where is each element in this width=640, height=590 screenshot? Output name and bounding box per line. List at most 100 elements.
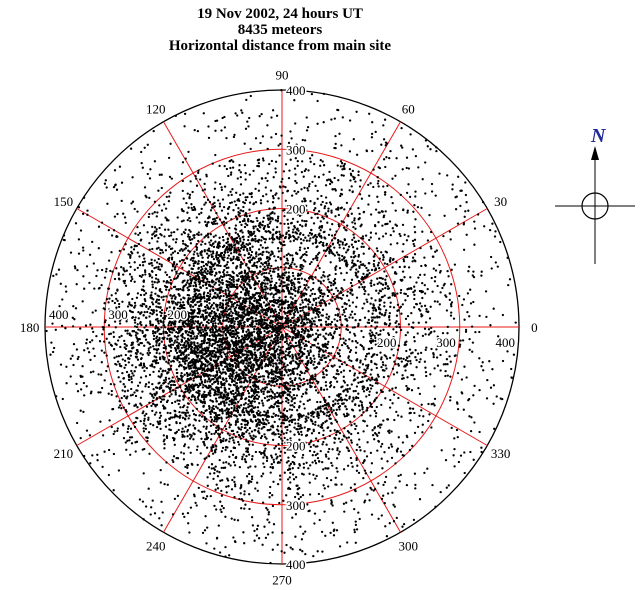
meteor-point [257,381,259,383]
meteor-point [288,267,290,269]
meteor-point [236,348,238,350]
meteor-point [356,342,358,344]
meteor-point [208,338,210,340]
meteor-point [70,375,72,377]
meteor-point [281,371,283,373]
meteor-point [275,350,277,352]
meteor-point [248,453,250,455]
meteor-point [210,367,212,369]
meteor-point [194,290,196,292]
meteor-point [137,311,139,313]
meteor-point [370,373,372,375]
meteor-point [125,364,127,366]
meteor-point [287,223,289,225]
meteor-point [219,321,221,323]
meteor-point [172,360,174,362]
meteor-point [280,362,282,364]
meteor-point [299,310,301,312]
meteor-point [188,388,190,390]
meteor-point [225,334,227,336]
meteor-point [215,367,217,369]
meteor-point [303,383,305,385]
meteor-point [277,319,279,321]
meteor-point [323,376,325,378]
meteor-point [105,370,107,372]
meteor-point [328,289,330,291]
meteor-point [235,398,237,400]
meteor-point [318,316,320,318]
meteor-point [260,364,262,366]
meteor-point [151,301,153,303]
meteor-point [322,441,324,443]
meteor-point [257,410,259,412]
meteor-point [266,399,268,401]
meteor-point [251,357,253,359]
meteor-point [227,257,229,259]
meteor-point [187,294,189,296]
meteor-point [375,363,377,365]
meteor-point [251,246,253,248]
meteor-point [370,452,372,454]
meteor-point [307,286,309,288]
meteor-point [270,357,272,359]
meteor-point [344,315,346,317]
meteor-point [255,389,257,391]
meteor-point [271,304,273,306]
meteor-point [305,289,307,291]
meteor-point [295,265,297,267]
meteor-point [197,398,199,400]
meteor-point [212,343,214,345]
meteor-point [243,249,245,251]
meteor-point [251,421,253,423]
meteor-point [316,259,318,261]
meteor-point [265,363,267,365]
meteor-point [253,397,255,399]
meteor-point [248,232,250,234]
meteor-point [215,273,217,275]
meteor-point [261,311,263,313]
meteor-point [250,396,252,398]
meteor-point [318,350,320,352]
meteor-point [267,375,269,377]
meteor-point [348,359,350,361]
meteor-point [286,397,288,399]
meteor-point [253,385,255,387]
meteor-point [287,301,289,303]
meteor-point [234,358,236,360]
meteor-point [179,301,181,303]
meteor-point [237,357,239,359]
meteor-point [248,307,250,309]
meteor-point [335,373,337,375]
meteor-point [198,420,200,422]
meteor-point [224,341,226,343]
meteor-point [214,322,216,324]
meteor-point [283,364,285,366]
meteor-point [208,302,210,304]
meteor-point [283,256,285,258]
meteor-point [269,270,271,272]
meteor-point [168,355,170,357]
meteor-point [250,271,252,273]
meteor-point [251,369,253,371]
meteor-point [218,280,220,282]
meteor-point [281,334,283,336]
meteor-point [173,381,175,383]
meteor-point [225,242,227,244]
meteor-point [113,383,115,385]
meteor-point [325,304,327,306]
meteor-point [384,262,386,264]
meteor-point [209,289,211,291]
meteor-point [292,298,294,300]
meteor-point [272,328,274,330]
meteor-point [239,320,241,322]
meteor-point [296,373,298,375]
meteor-point [283,433,285,435]
meteor-point [140,294,142,296]
meteor-point [357,382,359,384]
meteor-point [291,421,293,423]
meteor-point [249,376,251,378]
meteor-point [216,372,218,374]
meteor-point [264,397,266,399]
meteor-point [118,355,120,357]
meteor-point [240,314,242,316]
